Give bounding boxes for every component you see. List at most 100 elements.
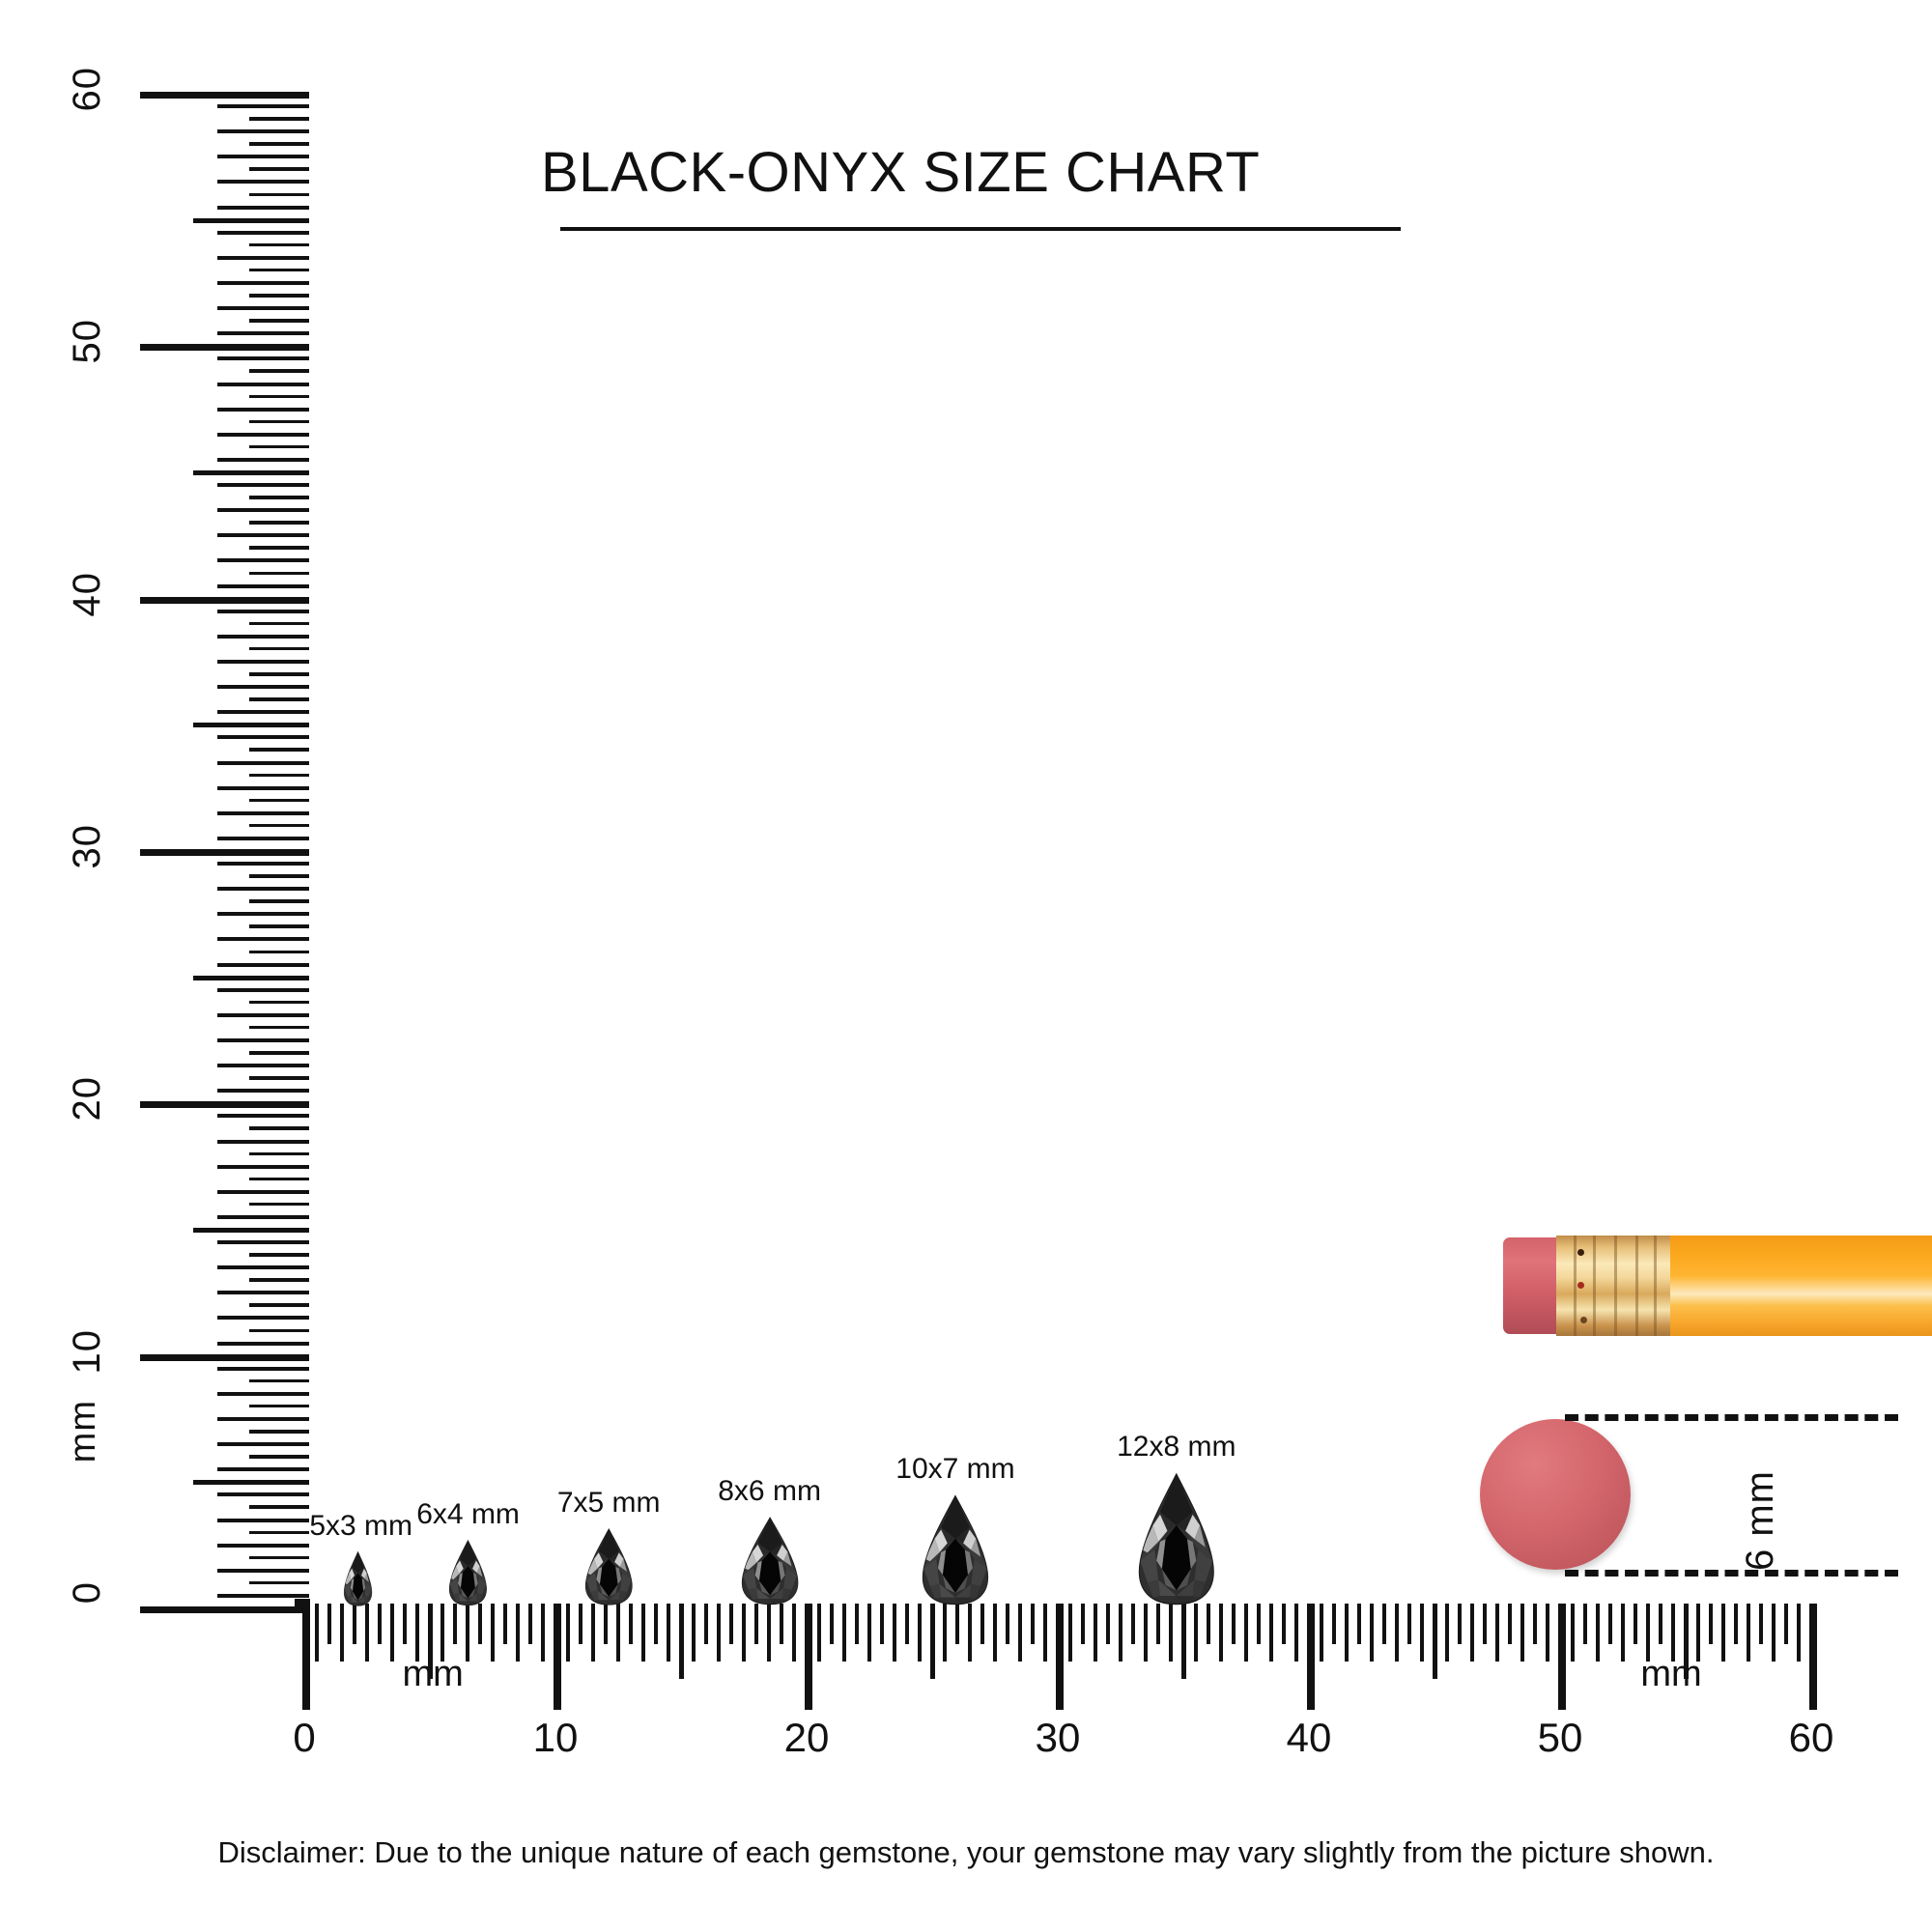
vertical-ruler-tick: [249, 950, 309, 954]
horizontal-ruler-tick: [1307, 1604, 1315, 1710]
gemstone-item[interactable]: 12x8 mm: [1117, 1431, 1236, 1606]
vertical-ruler-label: 40: [66, 571, 108, 617]
horizontal-ruler-tick: [1244, 1604, 1248, 1662]
horizontal-ruler-tick: [754, 1604, 758, 1644]
vertical-ruler-tick: [249, 294, 309, 298]
vertical-ruler-tick: [249, 899, 309, 903]
horizontal-ruler-tick: [1156, 1604, 1160, 1644]
title-underline: [560, 227, 1401, 231]
horizontal-ruler-tick: [692, 1604, 696, 1662]
vertical-ruler-tick: [249, 823, 309, 828]
horizontal-ruler-tick: [327, 1604, 331, 1644]
horizontal-ruler: 0 10 20 30 40 50 60 mm mm: [293, 1604, 1833, 1758]
horizontal-ruler-tick: [1784, 1604, 1788, 1644]
vertical-ruler-tick: [217, 1064, 309, 1068]
horizontal-ruler-tick: [1659, 1604, 1662, 1644]
vertical-ruler-tick: [217, 660, 309, 664]
vertical-ruler-tick: [193, 723, 309, 728]
pencil-reference: [1503, 1232, 1932, 1340]
vertical-ruler-tick: [217, 1391, 309, 1396]
horizontal-ruler-tick: [1546, 1604, 1549, 1662]
vertical-ruler-tick: [217, 735, 309, 740]
horizontal-ruler-tick: [1332, 1604, 1336, 1644]
vertical-ruler-tick: [249, 1303, 309, 1307]
vertical-ruler-tick: [193, 1480, 309, 1486]
horizontal-ruler-tick: [767, 1604, 771, 1662]
vertical-ruler-tick: [249, 672, 309, 676]
horizontal-ruler-tick: [968, 1604, 972, 1662]
vertical-ruler-tick: [217, 1139, 309, 1144]
vertical-ruler-tick: [217, 1341, 309, 1346]
horizontal-ruler-tick: [905, 1604, 909, 1644]
pencil-ferrule: [1556, 1236, 1672, 1336]
horizontal-ruler-tick: [1709, 1604, 1713, 1644]
vertical-ruler-tick: [193, 1228, 309, 1233]
gemstone-item[interactable]: 7x5 mm: [557, 1487, 661, 1606]
vertical-ruler-tick: [217, 862, 309, 867]
horizontal-ruler-tick: [1269, 1604, 1273, 1662]
vertical-ruler-tick: [249, 1455, 309, 1459]
vertical-ruler-tick: [217, 1012, 309, 1017]
vertical-ruler-tick: [140, 92, 309, 99]
horizontal-ruler-tick: [315, 1604, 319, 1662]
horizontal-ruler-tick: [1608, 1604, 1612, 1644]
horizontal-ruler-tick: [403, 1604, 407, 1644]
pencil-body: [1670, 1236, 1932, 1336]
horizontal-ruler-label: 20: [783, 1715, 830, 1760]
vertical-ruler-tick: [249, 1126, 309, 1130]
gemstone-item[interactable]: 10x7 mm: [895, 1453, 1015, 1606]
horizontal-ruler-tick: [855, 1604, 859, 1644]
page-title-wrap: BLACK-ONYX SIZE CHART: [541, 145, 1410, 201]
vertical-ruler-tick: [217, 962, 309, 967]
horizontal-ruler-tick: [415, 1604, 419, 1662]
gemstone-item[interactable]: 8x6 mm: [718, 1475, 821, 1606]
gemstone-item[interactable]: 6x4 mm: [416, 1498, 520, 1606]
vertical-ruler-tick: [217, 1089, 309, 1094]
vertical-ruler-tick: [217, 1518, 309, 1522]
horizontal-ruler-tick: [1219, 1604, 1223, 1662]
horizontal-ruler-tick: [1483, 1604, 1487, 1644]
pencil-eraser: [1503, 1237, 1558, 1334]
vertical-ruler-tick: [217, 281, 309, 285]
vertical-ruler-tick: [249, 444, 309, 449]
horizontal-ruler-label: 10: [532, 1715, 579, 1760]
horizontal-ruler-tick: [1759, 1604, 1763, 1644]
horizontal-ruler-tick: [1232, 1604, 1236, 1644]
horizontal-ruler-tick: [302, 1604, 310, 1710]
horizontal-ruler-tick: [930, 1604, 935, 1679]
horizontal-ruler-tick: [1596, 1604, 1600, 1662]
horizontal-ruler-tick: [1696, 1604, 1700, 1662]
horizontal-ruler-tick: [1257, 1604, 1261, 1644]
horizontal-ruler-tick: [541, 1604, 545, 1662]
horizontal-ruler-tick: [1445, 1604, 1449, 1662]
vertical-ruler-tick: [217, 104, 309, 109]
vertical-ruler-tick: [217, 685, 309, 690]
horizontal-ruler-tick: [528, 1604, 532, 1644]
vertical-ruler-tick: [249, 1253, 309, 1257]
horizontal-ruler-tick: [792, 1604, 796, 1662]
vertical-ruler-tick: [140, 849, 309, 856]
horizontal-ruler-tick: [980, 1604, 984, 1644]
gemstone-size-label: 12x8 mm: [1117, 1430, 1236, 1463]
horizontal-ruler-tick: [503, 1604, 507, 1644]
vertical-ruler-tick: [249, 748, 309, 752]
vertical-ruler-tick: [217, 1492, 309, 1497]
gemstone-pear-icon: [922, 1494, 989, 1605]
gemstone-item[interactable]: 5x3 mm: [309, 1510, 412, 1607]
vertical-ruler-tick: [217, 382, 309, 386]
vertical-ruler-tick: [217, 457, 309, 462]
horizontal-ruler-label: 50: [1537, 1715, 1583, 1760]
vertical-ruler-tick: [217, 483, 309, 488]
horizontal-ruler-label: 30: [1035, 1715, 1081, 1760]
vertical-ruler-tick: [249, 192, 309, 197]
horizontal-ruler-tick: [1068, 1604, 1072, 1662]
vertical-ruler-tick: [217, 558, 309, 563]
horizontal-ruler-tick: [943, 1604, 947, 1662]
horizontal-ruler-tick: [378, 1604, 382, 1644]
horizontal-ruler-tick: [1207, 1604, 1210, 1644]
vertical-ruler-tick: [249, 1202, 309, 1207]
vertical-ruler-tick: [217, 432, 309, 437]
horizontal-ruler-tick: [478, 1604, 482, 1644]
vertical-ruler-tick: [249, 798, 309, 803]
vertical-ruler-tick: [249, 773, 309, 778]
